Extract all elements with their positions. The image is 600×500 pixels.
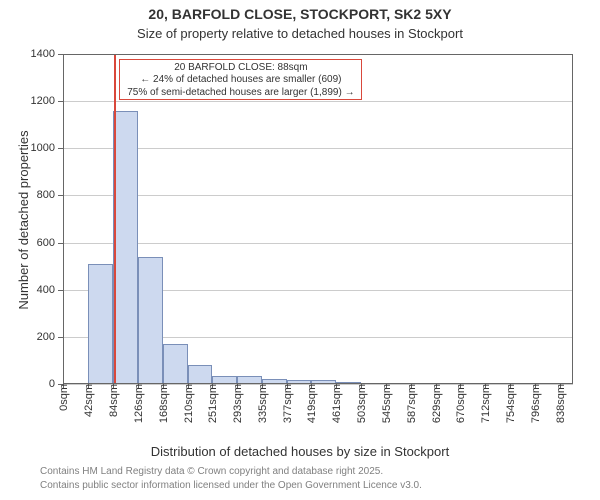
chart-container: { "title": "20, BARFOLD CLOSE, STOCKPORT… xyxy=(0,0,600,500)
x-tick-label: 84sqm xyxy=(106,384,120,417)
y-tick-label: 1200 xyxy=(31,95,63,107)
x-tick-label: 419sqm xyxy=(304,384,318,423)
x-tick-label: 712sqm xyxy=(478,384,492,423)
x-tick-label: 838sqm xyxy=(553,384,567,423)
y-tick-label: 800 xyxy=(37,189,63,201)
x-tick-label: 629sqm xyxy=(429,384,443,423)
x-tick-label: 461sqm xyxy=(329,384,343,423)
x-tick-label: 545sqm xyxy=(379,384,393,423)
x-tick-label: 796sqm xyxy=(528,384,542,423)
x-tick-label: 42sqm xyxy=(81,384,95,417)
x-tick-label: 377sqm xyxy=(280,384,294,423)
x-tick-label: 335sqm xyxy=(255,384,269,423)
y-tick-label: 1400 xyxy=(31,48,63,60)
y-tick-label: 1000 xyxy=(31,142,63,154)
y-tick-label: 600 xyxy=(37,237,63,249)
y-axis-label: Number of detached properties xyxy=(16,40,31,400)
x-tick-label: 503sqm xyxy=(354,384,368,423)
x-tick-label: 126sqm xyxy=(131,384,145,423)
x-tick-label: 251sqm xyxy=(205,384,219,423)
plot-area: 20 BARFOLD CLOSE: 88sqm← 24% of detached… xyxy=(63,54,573,384)
attribution-line-1: Contains HM Land Registry data © Crown c… xyxy=(40,466,383,477)
y-tick-label: 200 xyxy=(37,331,63,343)
x-tick-label: 210sqm xyxy=(181,384,195,423)
x-axis-label: Distribution of detached houses by size … xyxy=(0,444,600,459)
attribution-line-2: Contains public sector information licen… xyxy=(40,480,422,491)
chart-title: 20, BARFOLD CLOSE, STOCKPORT, SK2 5XY xyxy=(0,6,600,22)
chart-subtitle: Size of property relative to detached ho… xyxy=(0,26,600,41)
x-tick-label: 754sqm xyxy=(503,384,517,423)
x-tick-label: 293sqm xyxy=(230,384,244,423)
x-tick-label: 0sqm xyxy=(56,384,70,411)
x-tick-label: 168sqm xyxy=(156,384,170,423)
x-tick-label: 670sqm xyxy=(453,384,467,423)
plot-border xyxy=(63,54,573,384)
x-tick-label: 587sqm xyxy=(404,384,418,423)
y-tick-label: 400 xyxy=(37,284,63,296)
